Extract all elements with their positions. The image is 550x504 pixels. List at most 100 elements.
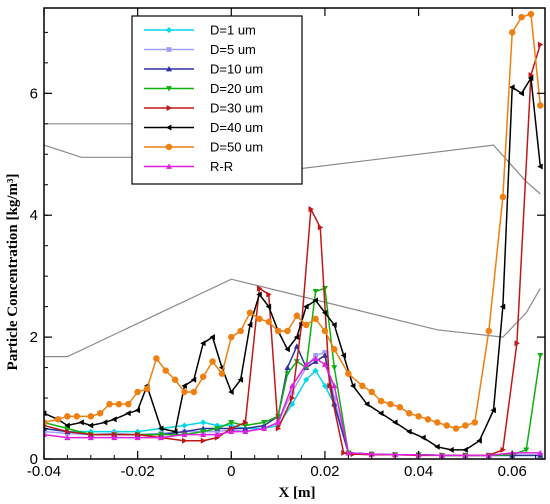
legend-label: R-R bbox=[210, 159, 233, 174]
data-point bbox=[228, 420, 235, 426]
data-point bbox=[420, 434, 426, 441]
series-d-20-um bbox=[44, 285, 544, 459]
legend-entry: D=5 um bbox=[144, 42, 256, 57]
data-point bbox=[87, 413, 95, 420]
data-point bbox=[368, 388, 375, 396]
data-point bbox=[331, 346, 338, 353]
y-tick-label: 6 bbox=[30, 85, 38, 102]
data-point bbox=[242, 428, 249, 434]
data-point bbox=[275, 425, 282, 432]
data-point bbox=[256, 291, 262, 298]
data-point bbox=[434, 443, 440, 450]
data-point bbox=[88, 431, 94, 438]
data-point bbox=[518, 13, 525, 21]
data-point bbox=[247, 321, 253, 328]
data-point bbox=[364, 401, 370, 408]
data-point bbox=[490, 407, 496, 414]
data-point bbox=[134, 434, 141, 441]
data-point bbox=[312, 367, 319, 374]
data-point bbox=[246, 309, 254, 316]
data-point bbox=[265, 318, 272, 326]
data-point bbox=[134, 407, 141, 414]
data-point bbox=[312, 355, 319, 361]
legend-swatch-marker bbox=[165, 143, 173, 151]
data-point bbox=[181, 388, 188, 396]
data-point bbox=[237, 376, 244, 383]
data-point bbox=[111, 416, 117, 423]
data-point bbox=[448, 446, 454, 453]
data-point bbox=[190, 376, 197, 383]
legend-swatch-marker bbox=[166, 66, 172, 72]
y-tick-label: 0 bbox=[30, 451, 38, 468]
data-point bbox=[527, 10, 535, 18]
data-point bbox=[125, 410, 131, 417]
data-point bbox=[308, 206, 314, 213]
data-point bbox=[500, 446, 506, 453]
data-point bbox=[228, 333, 235, 341]
legend-entry: D=10 um bbox=[144, 62, 263, 77]
data-point bbox=[462, 422, 469, 429]
legend-label: D=10 um bbox=[210, 62, 263, 77]
data-point bbox=[359, 382, 366, 390]
data-point bbox=[289, 395, 296, 402]
data-point bbox=[303, 361, 310, 367]
data-point bbox=[171, 376, 179, 384]
data-point bbox=[476, 437, 482, 444]
data-point bbox=[181, 431, 188, 438]
data-point bbox=[405, 410, 413, 417]
data-point bbox=[200, 419, 207, 426]
data-point bbox=[44, 429, 47, 434]
series-layer bbox=[44, 10, 544, 459]
data-point bbox=[200, 431, 207, 438]
data-point bbox=[101, 419, 108, 426]
legend-label: D=20 um bbox=[210, 81, 263, 96]
series-d-1-um bbox=[44, 367, 544, 459]
data-point bbox=[340, 352, 347, 359]
data-point bbox=[182, 437, 188, 444]
data-point bbox=[499, 303, 506, 310]
series-line bbox=[44, 75, 542, 451]
data-point bbox=[345, 449, 352, 456]
data-point bbox=[499, 193, 507, 201]
data-point bbox=[485, 327, 493, 335]
series-d-10-um bbox=[44, 343, 544, 458]
data-point bbox=[65, 428, 71, 435]
data-point bbox=[462, 446, 468, 453]
data-point bbox=[284, 364, 291, 370]
data-point bbox=[331, 395, 337, 401]
series-line bbox=[44, 287, 542, 457]
axes: -0.04 -0.02 0 0.02 0.04 0.06 0 2 4 6 bbox=[27, 7, 546, 480]
data-point bbox=[162, 367, 169, 374]
data-point bbox=[331, 321, 337, 328]
data-point bbox=[237, 327, 244, 335]
legend-box bbox=[131, 15, 303, 185]
legend-swatch-marker bbox=[166, 47, 172, 52]
data-point bbox=[135, 431, 141, 438]
data-point bbox=[214, 431, 221, 438]
data-point bbox=[508, 29, 516, 36]
data-point bbox=[331, 401, 338, 407]
data-point bbox=[392, 419, 398, 426]
data-point bbox=[424, 416, 432, 423]
legend-entry: D=50 um bbox=[144, 140, 263, 155]
data-point bbox=[509, 84, 515, 91]
data-point bbox=[172, 428, 178, 435]
y-axis-title: Particle Concentration [kg/m³] bbox=[5, 174, 21, 371]
data-point bbox=[54, 416, 62, 423]
data-point bbox=[350, 451, 357, 458]
data-point bbox=[153, 355, 160, 362]
data-point bbox=[518, 90, 524, 97]
data-point bbox=[64, 413, 71, 420]
data-point bbox=[312, 358, 319, 364]
data-point bbox=[321, 327, 329, 335]
legend-label: D=1 um bbox=[210, 23, 256, 38]
series-line bbox=[44, 344, 541, 457]
data-point bbox=[514, 340, 520, 347]
data-point bbox=[214, 429, 220, 434]
data-point bbox=[537, 449, 544, 456]
data-point bbox=[265, 303, 272, 310]
data-point bbox=[200, 340, 206, 347]
data-point bbox=[143, 385, 151, 393]
data-point bbox=[537, 41, 544, 48]
data-point bbox=[209, 334, 215, 341]
